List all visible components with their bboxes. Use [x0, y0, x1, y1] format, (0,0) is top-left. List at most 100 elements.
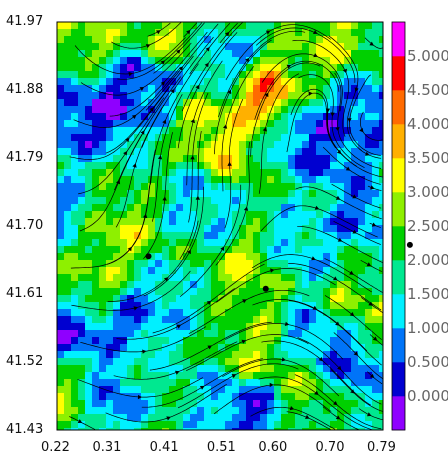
field-cell [232, 29, 240, 37]
field-cell [225, 295, 233, 303]
field-cell [253, 64, 261, 72]
field-cell [113, 295, 121, 303]
field-cell [218, 400, 226, 408]
stream-arrow [313, 30, 318, 34]
field-cell [309, 330, 317, 338]
field-cell [253, 204, 261, 212]
field-cell [113, 302, 121, 310]
field-cell [288, 274, 296, 282]
field-cell [246, 43, 254, 51]
field-cell [351, 253, 359, 261]
field-cell [358, 155, 366, 163]
field-cell [330, 428, 338, 431]
field-cell [365, 148, 373, 156]
field-cell [190, 218, 198, 226]
field-cell [169, 246, 177, 254]
field-cell [141, 239, 149, 247]
field-cell [141, 232, 149, 240]
y-tick-label: 41.97 [6, 14, 44, 29]
field-cell [365, 127, 373, 135]
field-cell [134, 120, 142, 128]
field-cell [302, 197, 310, 205]
field-cell [351, 267, 359, 275]
field-cell [232, 323, 240, 331]
field-cell [197, 43, 205, 51]
field-cell [281, 120, 289, 128]
field-cell [232, 288, 240, 296]
field-cell [323, 71, 331, 79]
field-cell [218, 78, 226, 86]
field-cell [379, 295, 384, 303]
field-cell [211, 288, 219, 296]
field-cell [323, 169, 331, 177]
field-cell [260, 281, 268, 289]
stream-arrow [325, 108, 331, 113]
field-cell [323, 176, 331, 184]
field-cell [141, 218, 149, 226]
field-cell [211, 22, 219, 30]
field-cell [120, 29, 128, 37]
field-cell [85, 57, 93, 65]
field-cell [197, 113, 205, 121]
field-cell [120, 85, 128, 93]
field-cell [225, 400, 233, 408]
marker-dot [406, 241, 413, 248]
field-cell [337, 176, 345, 184]
field-cell [267, 106, 275, 114]
field-cell [309, 92, 317, 100]
field-cell [85, 330, 93, 338]
field-cell [162, 379, 170, 387]
field-cell [302, 351, 310, 359]
stream-arrow [353, 351, 358, 356]
field-cell [295, 64, 303, 72]
field-cell [246, 246, 254, 254]
field-cell [148, 43, 156, 51]
field-cell [232, 344, 240, 352]
field-cell [309, 148, 317, 156]
field-cell [162, 43, 170, 51]
field-cell [351, 134, 359, 142]
field-cell [295, 232, 303, 240]
field-cell [309, 365, 317, 373]
field-cell [267, 260, 275, 268]
field-cell [218, 428, 226, 431]
field-cell [211, 92, 219, 100]
field-cell [337, 218, 345, 226]
field-cell [281, 246, 289, 254]
field-cell [211, 127, 219, 135]
field-cell [134, 218, 142, 226]
field-cell [372, 400, 380, 408]
field-cell [239, 260, 247, 268]
field-cell [232, 351, 240, 359]
field-cell [155, 400, 163, 408]
field-cell [71, 372, 79, 380]
field-cell [260, 36, 268, 44]
field-cell [365, 407, 373, 415]
field-cell [204, 64, 212, 72]
field-cell [120, 99, 128, 107]
field-cell [232, 267, 240, 275]
field-cell [134, 309, 142, 317]
field-cell [190, 57, 198, 65]
field-cell [211, 267, 219, 275]
field-cell [85, 162, 93, 170]
field-cell [162, 50, 170, 58]
field-cell [225, 239, 233, 247]
field-cell [106, 85, 114, 93]
field-cell [365, 323, 373, 331]
field-cell [57, 141, 65, 149]
field-cell [351, 232, 359, 240]
stream-arrow [128, 71, 133, 77]
field-cell [141, 337, 149, 345]
field-cell [232, 211, 240, 219]
field-cell [295, 260, 303, 268]
field-cell [232, 281, 240, 289]
field-cell [253, 372, 261, 380]
field-cell [127, 379, 135, 387]
field-cell [64, 43, 72, 51]
field-cell [71, 43, 79, 51]
field-cell [155, 288, 163, 296]
field-cell [260, 386, 268, 394]
field-cell [351, 211, 359, 219]
field-cell [323, 274, 331, 282]
